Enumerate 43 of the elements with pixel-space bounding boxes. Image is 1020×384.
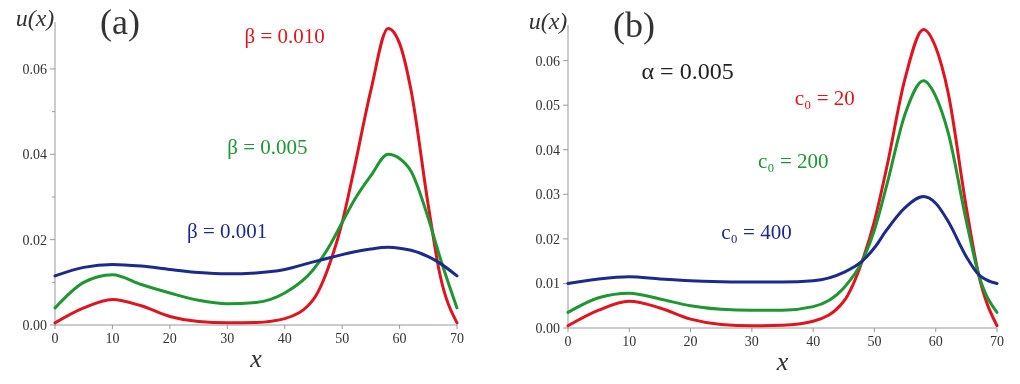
y-tick-label: 0.03 [535,187,560,203]
y-tick-label: 0.02 [22,232,47,248]
chart-title: (a) [100,2,140,42]
x-tick-label: 70 [450,331,464,346]
x-axis-title: x [249,344,263,373]
x-tick-label: 30 [744,334,759,349]
text: β = 0.010 [244,24,325,49]
y-axis-title: u(x) [15,5,55,31]
y-tick-label: 0.04 [22,147,47,163]
annotation: α = 0.005 [641,57,734,84]
y-tick-label: 0.06 [535,53,560,69]
y-axis-title: u(x) [528,8,568,34]
x-tick-label: 20 [162,331,177,346]
chart-title: (b) [613,5,655,45]
x-tick-label: 20 [683,334,698,349]
series-label: c₀ = 400 [721,219,792,244]
text: β = 0.005 [227,135,308,160]
y-tick-label: 0.00 [535,320,560,336]
x-tick-label: 50 [335,331,350,346]
x-tick-label: 0 [564,334,572,349]
y-tick-label: 0.04 [535,142,560,158]
x-tick-label: 60 [928,334,943,349]
text: c₀ = 200 [757,148,829,173]
text: c₀ = 20 [794,86,855,111]
x-tick-label: 10 [105,331,120,346]
series-label: β = 0.001 [187,218,268,243]
x-tick-label: 60 [392,331,407,346]
x-tick-label: 40 [806,334,821,349]
line-series [566,195,999,285]
x-tick-label: 50 [867,334,882,349]
y-tick-label: 0.00 [22,317,47,333]
x-tick-label: 70 [990,334,1004,349]
x-tick-label: 30 [220,331,235,346]
y-tick-label: 0.05 [535,98,560,114]
y-tick-label: 0.01 [535,276,560,292]
y-tick-label: 0.06 [22,61,47,77]
x-axis-title: x [775,347,789,376]
x-tick-label: 40 [277,331,292,346]
line-series [566,79,999,314]
x-tick-label: 10 [622,334,637,349]
y-tick-label: 0.02 [535,231,560,247]
line-series [53,245,459,278]
x-tick-label: 0 [51,331,59,346]
